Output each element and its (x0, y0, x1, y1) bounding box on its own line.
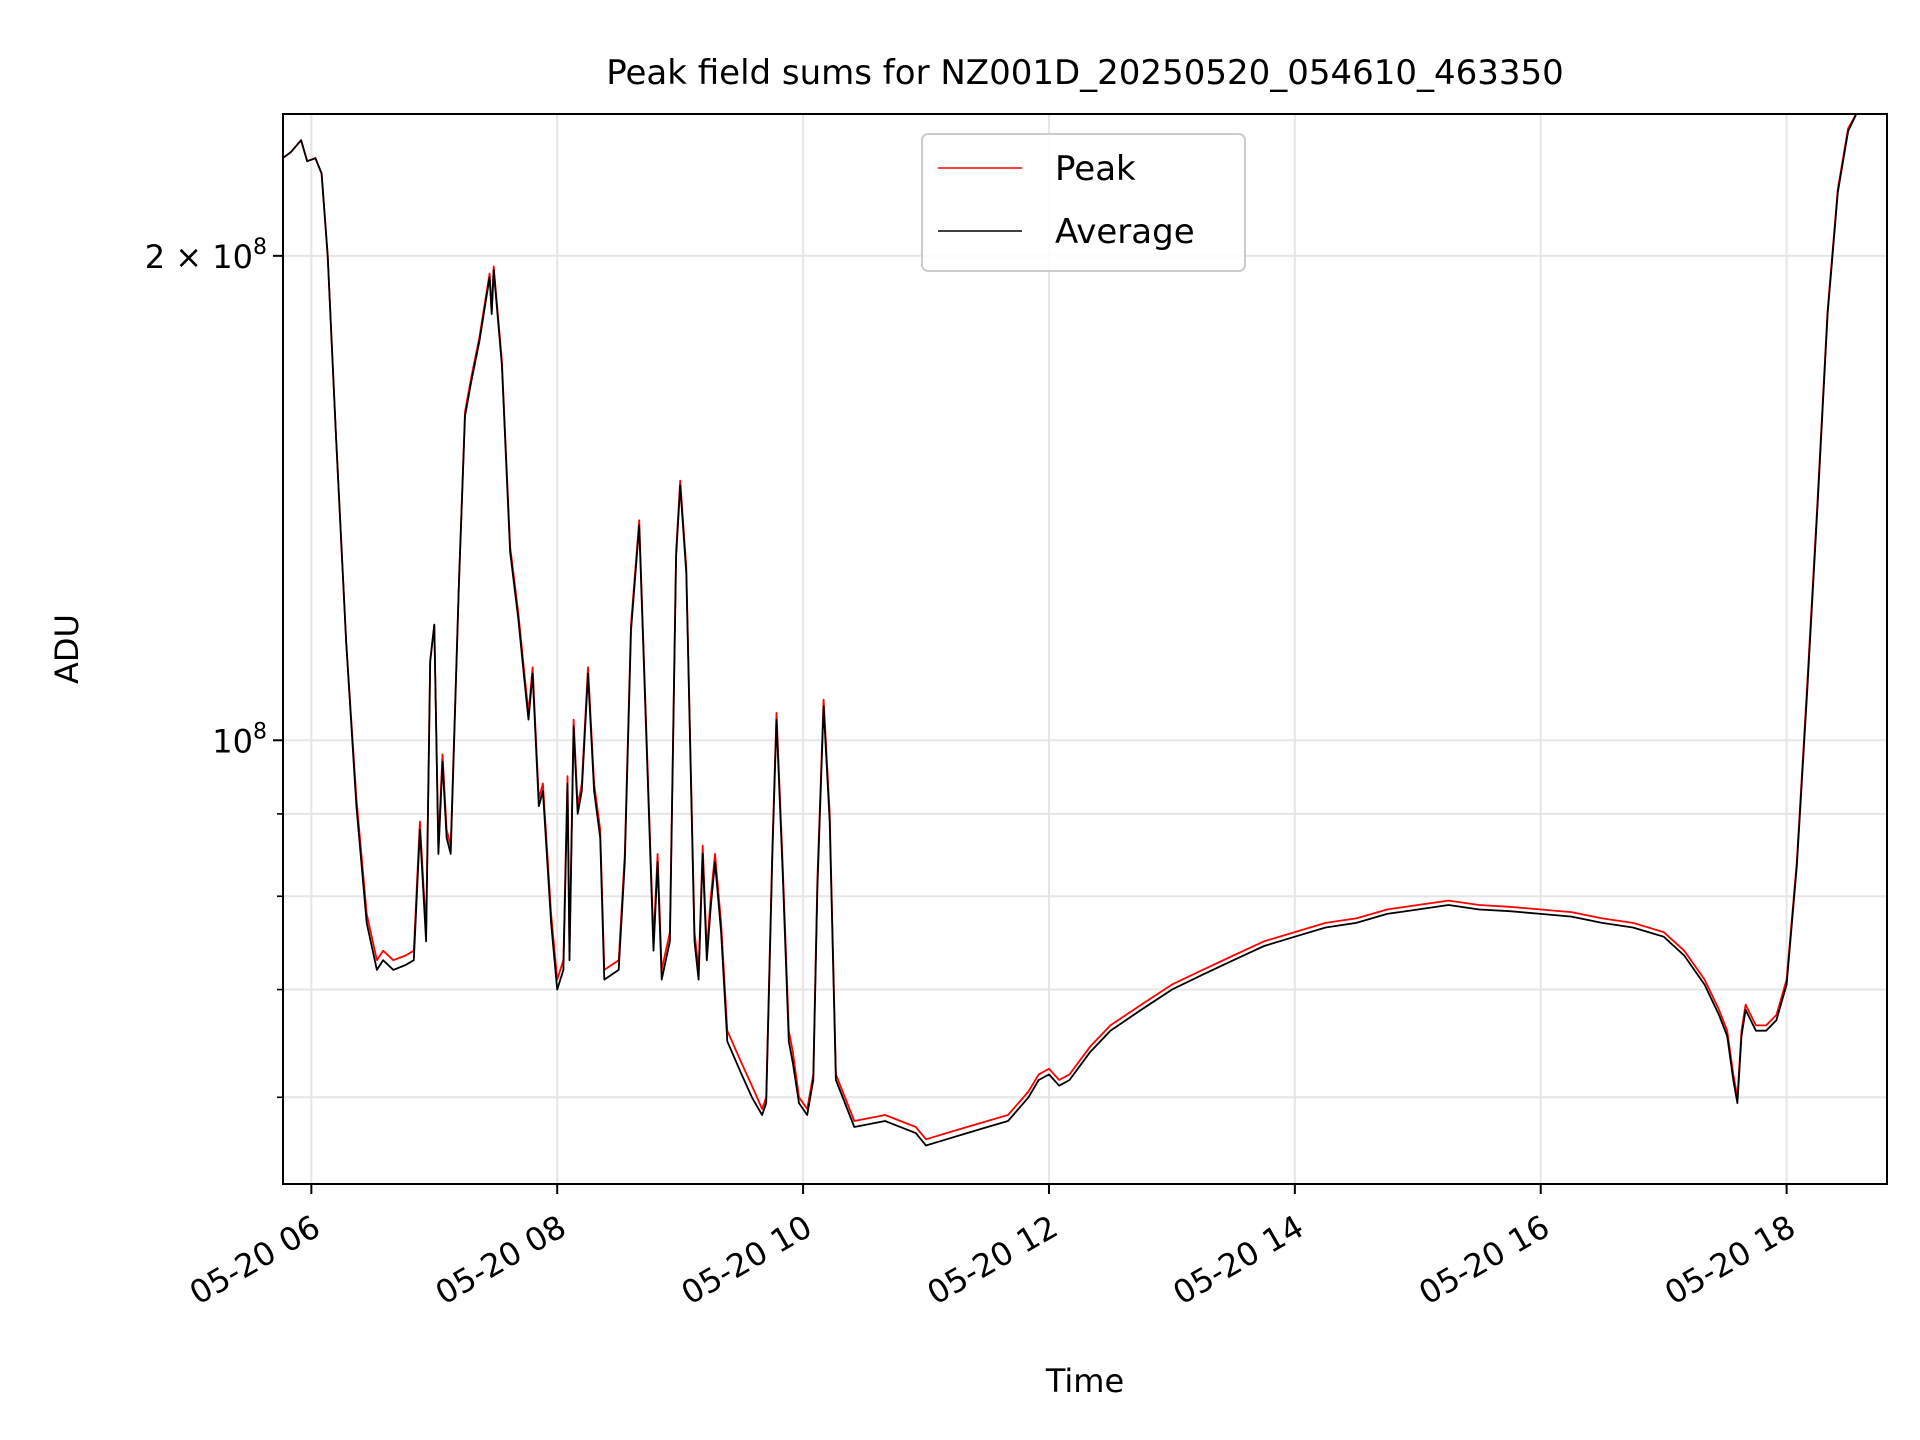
y-axis-label: ADU (48, 614, 86, 684)
plot-area (282, 113, 1888, 1185)
y-tick-label: 108 (212, 719, 267, 760)
chart-title: Peak field sums for NZ001D_20250520_0546… (606, 53, 1564, 93)
x-axis-label: Time (1045, 1362, 1124, 1400)
gridlines (283, 114, 1887, 1184)
y-tick-label: 2 × 108 (145, 235, 267, 276)
legend: Peak Average (921, 133, 1246, 272)
legend-average-label: Average (1055, 212, 1195, 252)
series-line-average (282, 113, 1887, 1147)
series-layer (282, 113, 1887, 1147)
legend-peak-label: Peak (1055, 149, 1136, 189)
y-axis: 108 2 × 108 (145, 235, 283, 1099)
